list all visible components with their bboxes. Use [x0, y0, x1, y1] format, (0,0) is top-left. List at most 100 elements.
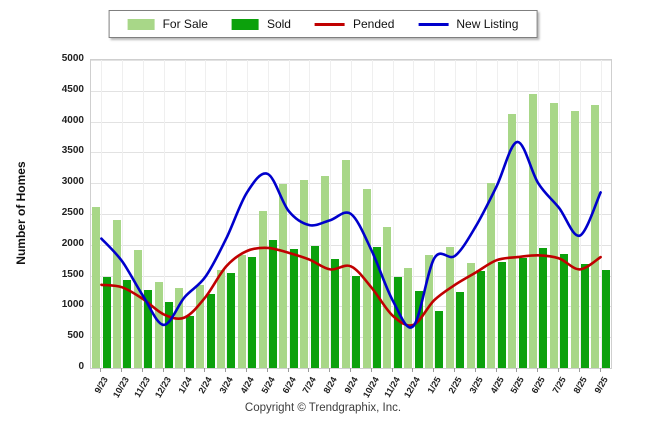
- bar-for-sale: [321, 175, 329, 368]
- x-tick: [537, 368, 539, 372]
- bar-sold: [165, 302, 173, 368]
- x-tick: [350, 368, 351, 372]
- bar-for-sale: [300, 180, 309, 368]
- bar-for-sale: [570, 111, 579, 368]
- bar-for-sale: [113, 220, 121, 368]
- v-gridline: [600, 60, 602, 368]
- v-gridline: [101, 60, 103, 368]
- v-gridline: [475, 60, 477, 368]
- legend-item-sold: Sold: [231, 17, 291, 31]
- y-tick-label: 4000: [61, 114, 84, 126]
- y-tick-label: 0: [78, 361, 84, 372]
- bar-sold: [456, 292, 465, 368]
- x-tick: [183, 368, 185, 372]
- x-tick: [162, 368, 164, 372]
- x-tick: [329, 368, 331, 372]
- bar-for-sale: [466, 263, 475, 368]
- v-gridline: [496, 60, 498, 368]
- y-axis-title: Number of Homes: [14, 161, 28, 265]
- sold-swatch: [231, 18, 259, 30]
- x-tick: [516, 368, 518, 372]
- y-tick-label: 3000: [61, 176, 84, 188]
- bar-for-sale: [549, 102, 558, 368]
- new-listing-line-swatch: [418, 22, 449, 26]
- legend-item-for-sale: For Sale: [127, 17, 208, 31]
- bar-sold: [601, 270, 610, 368]
- bar-for-sale: [445, 246, 454, 368]
- x-tick: [100, 368, 102, 372]
- bar-for-sale: [425, 254, 433, 368]
- plot-area: [90, 59, 612, 369]
- v-gridline: [392, 60, 394, 368]
- v-gridline: [371, 60, 373, 368]
- x-tick: [474, 368, 476, 372]
- v-gridline: [309, 60, 311, 368]
- y-tick-label: 4500: [61, 83, 84, 95]
- legend-item-new-listing: New Listing: [418, 17, 518, 31]
- bar-for-sale: [404, 267, 413, 368]
- bar-for-sale: [175, 287, 184, 368]
- line-pended: [100, 246, 602, 327]
- x-tick: [495, 368, 497, 372]
- v-gridline: [538, 60, 540, 368]
- x-tick: [266, 368, 268, 372]
- v-gridline: [330, 60, 332, 368]
- x-tick: [454, 368, 455, 372]
- v-gridline: [559, 60, 560, 368]
- bar-for-sale: [279, 184, 288, 368]
- bar-sold: [310, 246, 319, 368]
- pended-line-swatch: [314, 22, 345, 26]
- v-gridline: [226, 60, 228, 368]
- x-tick: [558, 368, 559, 372]
- bar-for-sale: [529, 93, 537, 368]
- x-tick: [246, 368, 247, 372]
- bar-for-sale: [237, 254, 246, 368]
- x-tick: [142, 368, 143, 372]
- x-tick: [578, 368, 580, 372]
- bar-for-sale: [154, 282, 163, 368]
- bar-sold: [206, 294, 215, 368]
- x-tick: [308, 368, 310, 372]
- chart-legend: For Sale Sold Pended New Listing: [108, 10, 538, 38]
- bar-sold: [144, 290, 153, 368]
- v-gridline: [247, 60, 248, 368]
- bar-sold: [331, 258, 340, 368]
- bar-for-sale: [591, 104, 600, 368]
- bar-for-sale: [383, 226, 392, 368]
- x-tick: [433, 368, 435, 372]
- v-gridline: [517, 60, 519, 368]
- y-tick-label: 1500: [61, 268, 84, 280]
- bar-sold: [581, 263, 589, 368]
- x-tick: [121, 368, 123, 372]
- v-gridline: [413, 60, 415, 368]
- bar-for-sale: [341, 160, 350, 368]
- bar-sold: [227, 272, 236, 368]
- bar-for-sale: [508, 113, 517, 368]
- x-tick: [287, 368, 289, 372]
- bar-sold: [435, 311, 444, 368]
- bar-sold: [518, 257, 527, 368]
- x-tick: [599, 368, 601, 372]
- legend-item-pended: Pended: [314, 17, 394, 31]
- bar-sold: [477, 271, 485, 368]
- bar-sold: [414, 291, 423, 368]
- line-new-listing: [100, 140, 602, 329]
- v-gridline: [579, 60, 581, 368]
- legend-label: New Listing: [456, 17, 519, 31]
- bar-for-sale: [362, 189, 371, 368]
- legend-label: For Sale: [162, 17, 208, 31]
- bar-for-sale: [196, 285, 205, 368]
- v-gridline: [267, 60, 269, 368]
- x-tick: [370, 368, 372, 372]
- bar-sold: [185, 315, 194, 368]
- y-tick-label: 2000: [61, 237, 84, 249]
- x-tick: [225, 368, 227, 372]
- y-tick-label: 2500: [61, 207, 84, 218]
- bar-for-sale: [487, 183, 496, 368]
- bar-sold: [248, 257, 257, 368]
- y-tick-label: 5000: [61, 53, 84, 64]
- legend-label: Sold: [266, 17, 291, 31]
- v-gridline: [288, 60, 290, 368]
- bar-for-sale: [133, 249, 142, 368]
